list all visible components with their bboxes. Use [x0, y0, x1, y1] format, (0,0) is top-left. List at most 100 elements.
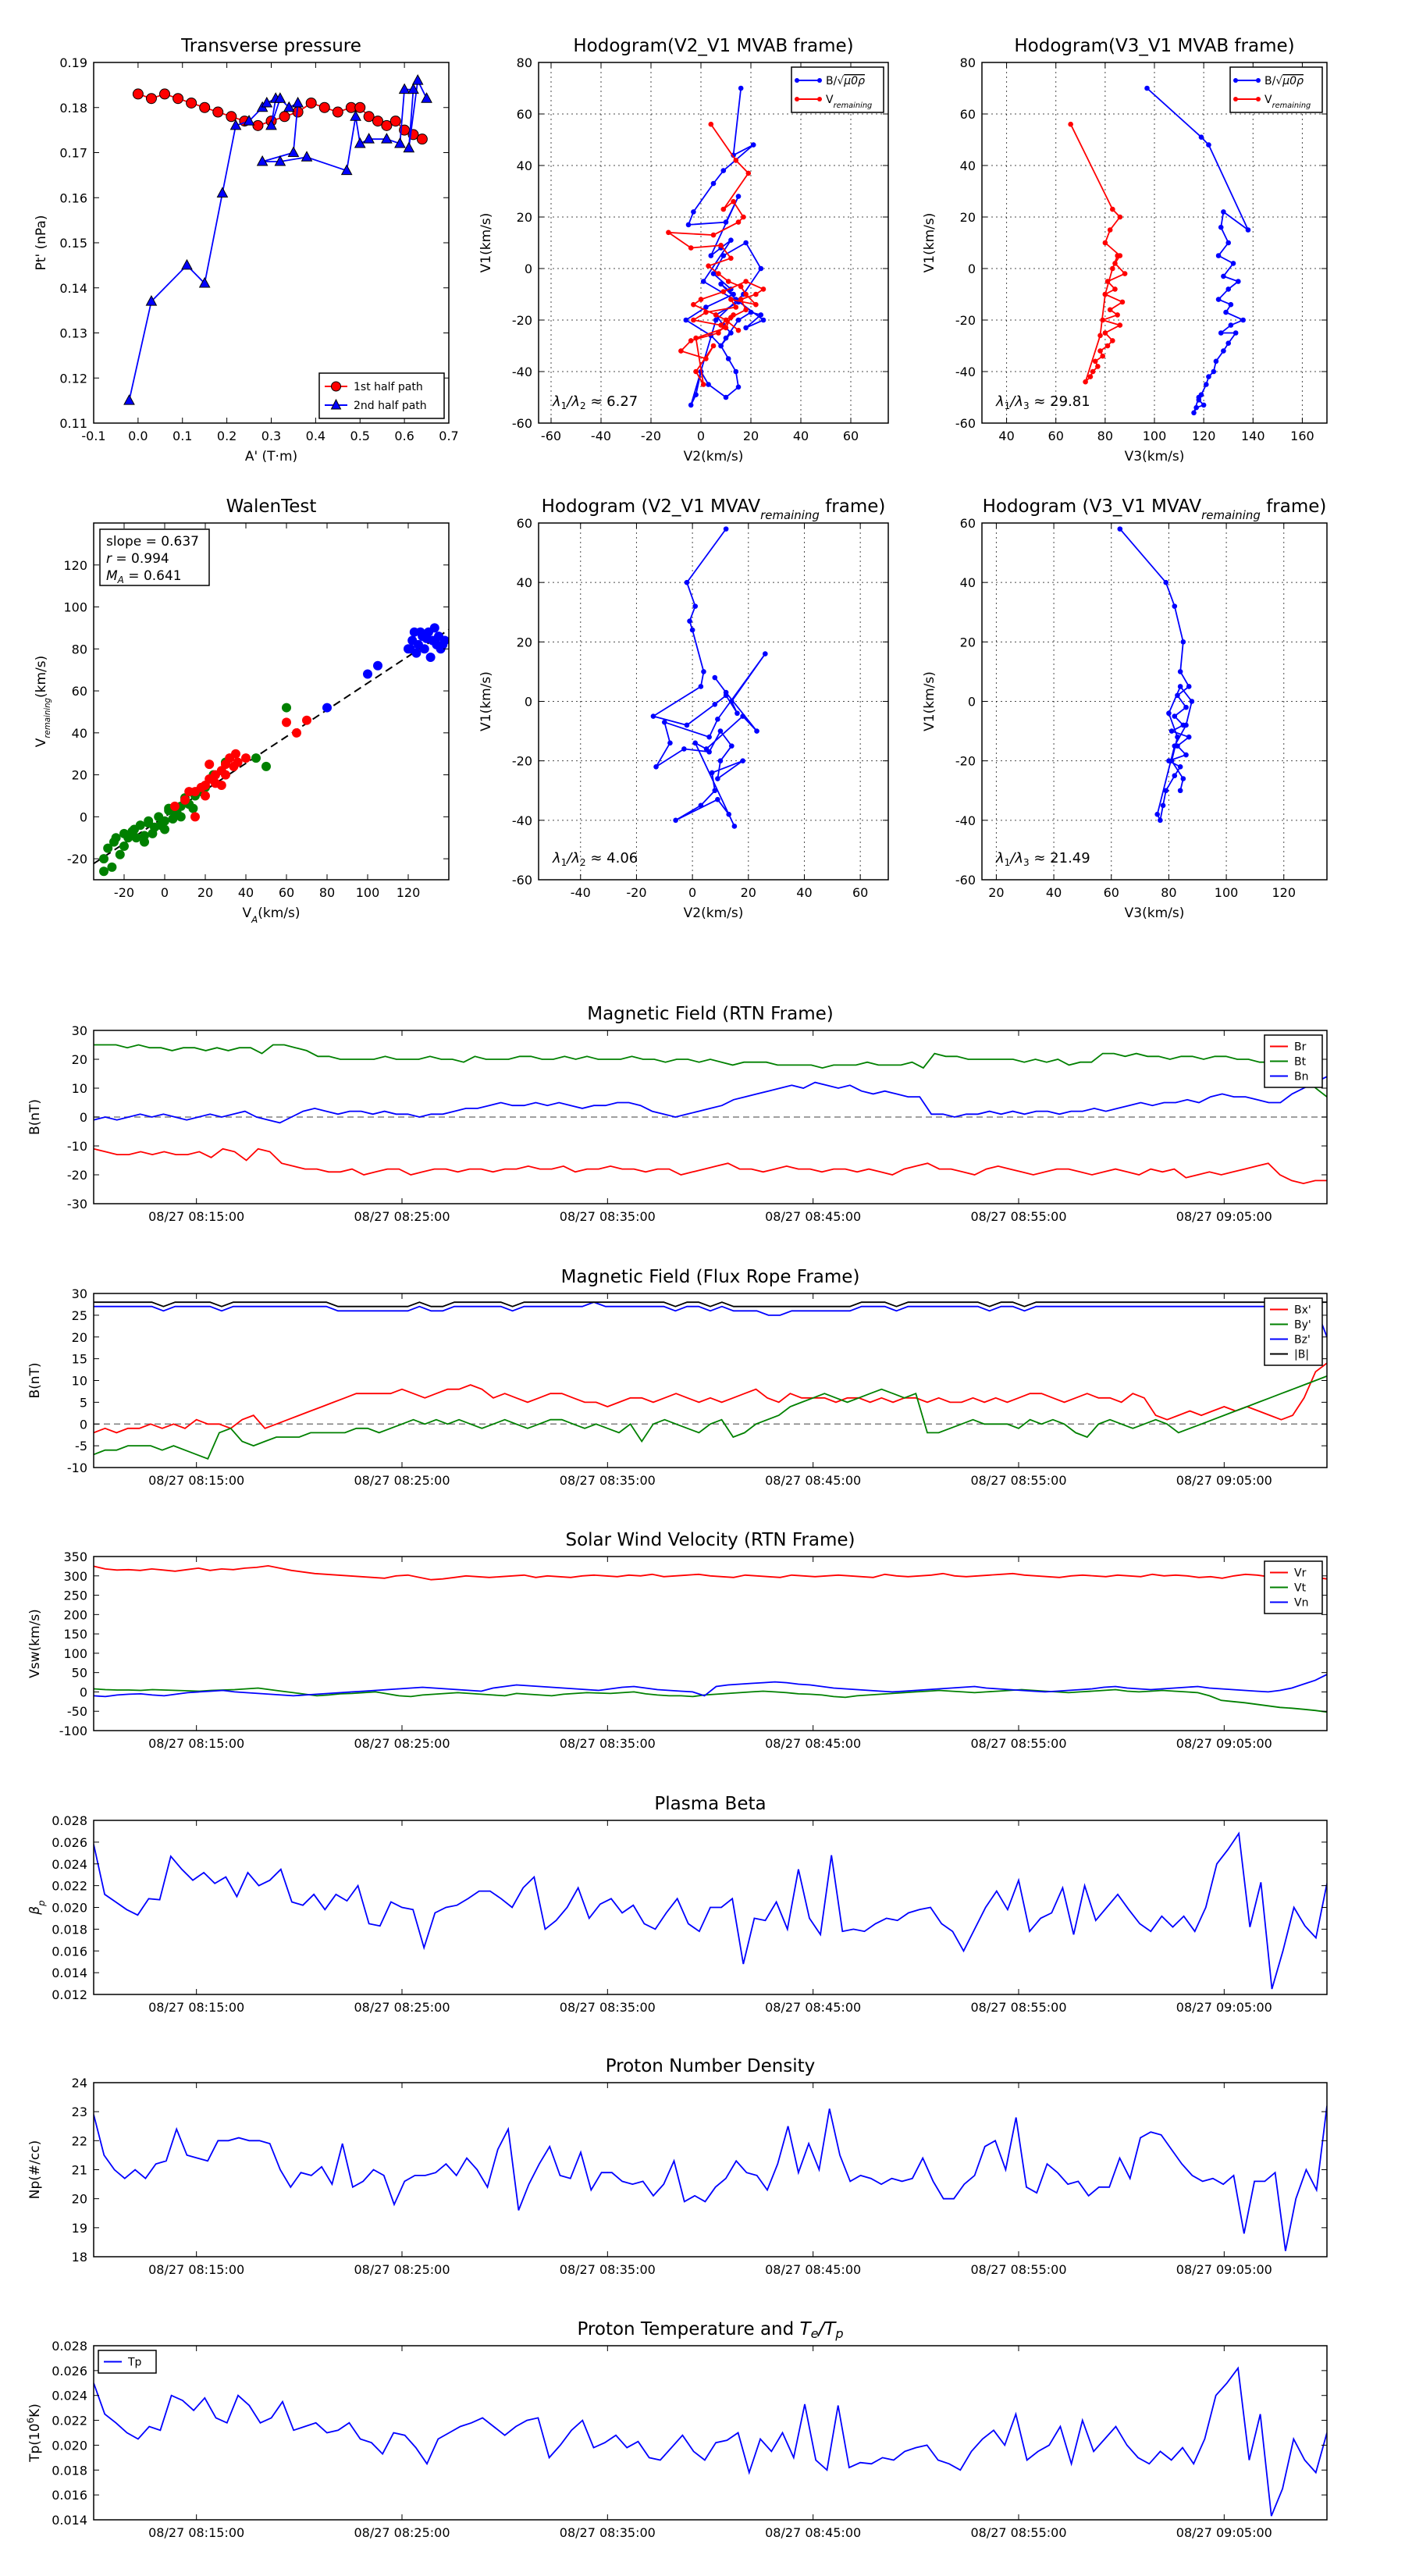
- series-blue-point: [425, 653, 436, 663]
- series-v-remaining-point: [1090, 368, 1096, 375]
- legend-label: 1st half path: [354, 381, 423, 393]
- series-v-remaining-point: [760, 286, 767, 292]
- series-v-remaining-point: [1092, 358, 1098, 365]
- x-tick-label: 60: [1104, 885, 1119, 900]
- y-tick-label: 0: [80, 809, 87, 824]
- y-tick-label: 50: [72, 1666, 87, 1681]
- y-tick-label: 30: [72, 1286, 87, 1301]
- y-tick-label: 300: [63, 1569, 87, 1584]
- series-green-point: [251, 753, 261, 763]
- y-tick-label: -20: [67, 1168, 87, 1183]
- series-b-0--point: [708, 253, 714, 258]
- legend-marker: [1256, 78, 1261, 83]
- series-2nd-half-path-point: [394, 137, 406, 148]
- series-blue-point: [1186, 684, 1192, 689]
- series-v-remaining-point: [753, 301, 759, 308]
- series-v-remaining-point: [1095, 364, 1101, 369]
- legend-marker: [795, 97, 799, 101]
- series-b-0--point: [718, 281, 724, 287]
- series-red-point: [184, 787, 194, 797]
- series-blue-point: [429, 623, 439, 633]
- x-tick-label: 0.5: [350, 429, 370, 443]
- series-np-line: [94, 2105, 1327, 2251]
- series-b-0--point: [1215, 297, 1222, 302]
- series-blue-point: [717, 728, 724, 734]
- series-blue-point: [740, 713, 745, 719]
- y-tick-label: 0.020: [52, 1901, 87, 1916]
- series-red-point: [180, 795, 190, 805]
- x-tick-label: 20: [988, 885, 1004, 900]
- x-tick-label: 0.0: [128, 429, 148, 443]
- series-1st-half-path-point: [186, 97, 197, 109]
- series-tp-line: [94, 2366, 1327, 2517]
- x-tick-label: 0: [161, 885, 169, 900]
- series-b-0--point: [728, 237, 734, 244]
- series-blue-point: [667, 740, 673, 746]
- series-v-remaining-point: [1100, 317, 1105, 323]
- series-blue-point: [709, 770, 715, 776]
- x-axis-label: VA(km/s): [242, 906, 300, 925]
- series-b-0--point: [1225, 286, 1232, 292]
- series-blue-point: [701, 669, 706, 674]
- series-red-point: [216, 781, 226, 791]
- series-b-0--point: [760, 317, 767, 323]
- series-b-0--point: [1206, 374, 1211, 379]
- y-tick-label: 0: [80, 1685, 87, 1699]
- series-blue-point: [754, 728, 759, 734]
- x-tick-label: 20: [741, 885, 756, 900]
- series-blue-point: [1175, 734, 1180, 740]
- series-blue-point: [723, 689, 729, 696]
- eigen-ratio-annotation: λ1/λ3 ≈ 21.49: [995, 850, 1090, 868]
- x-tick-label: 20: [197, 885, 213, 900]
- series-blue-point: [1117, 526, 1123, 532]
- axes-frame: [93, 2082, 1328, 2258]
- series-blue-point: [1177, 763, 1183, 770]
- chart-solar_wind_velocity: 08/27 08:15:00 08/27 08:25:00 08/27 08:35:…: [27, 1530, 1328, 1751]
- y-axis-label: Pt' (nPa): [34, 215, 49, 271]
- series-v-remaining-point: [1087, 374, 1094, 379]
- series-blue-point: [1180, 776, 1186, 781]
- series-2nd-half-path-point: [411, 74, 424, 85]
- x-tick-label: 100: [1143, 429, 1167, 443]
- y-tick-label: 100: [63, 1646, 87, 1661]
- x-tick-label: 08/27 08:45:00: [765, 1736, 861, 1751]
- x-tick-label: 40: [796, 885, 812, 900]
- series-vn-line: [94, 1674, 1327, 1698]
- series-v-remaining-point: [733, 158, 739, 163]
- series-2nd-half-path-point: [145, 295, 158, 306]
- series-blue-point: [1177, 669, 1183, 674]
- series-v-remaining-point: [666, 229, 671, 236]
- y-tick-label: 21: [72, 2163, 87, 2178]
- plot-area: [94, 2366, 1327, 2517]
- series-b-0--point: [728, 330, 734, 336]
- series-blue-point: [684, 722, 690, 728]
- y-tick-label: 0.024: [52, 1857, 87, 1872]
- series-green-point: [261, 761, 271, 771]
- series-2nd-half-path-point: [261, 96, 273, 108]
- series-2nd-half-path-point: [198, 276, 211, 288]
- chart-title: Hodogram(V3_V1 MVAB frame): [1014, 36, 1294, 56]
- series-v-remaining-line: [1069, 123, 1126, 382]
- y-tick-label: 19: [72, 2221, 87, 2236]
- plot-area: [123, 74, 432, 405]
- series-b-0--point: [1221, 209, 1226, 215]
- series-red-point: [282, 717, 291, 728]
- stats-line: r = 0.994: [106, 551, 169, 567]
- x-axis-label: V2(km/s): [684, 906, 744, 921]
- plot-area: [94, 1564, 1327, 1713]
- y-tick-label: 0.018: [52, 2463, 87, 2478]
- series-v-remaining-point: [1112, 286, 1118, 292]
- chart-title: WalenTest: [226, 496, 317, 517]
- x-tick-label: 80: [1097, 429, 1113, 443]
- x-axis-label: A' (T·m): [245, 449, 297, 464]
- series-green-point: [188, 803, 198, 813]
- series-bt-line: [94, 1044, 1327, 1098]
- y-axis-label: Vremaining(km/s): [34, 656, 52, 748]
- series-blue-point: [1168, 728, 1175, 734]
- series-blue-point: [1158, 817, 1163, 824]
- series-green-point: [111, 833, 121, 843]
- series-blue-point: [698, 802, 704, 809]
- y-tick-label: -10: [67, 1139, 87, 1154]
- series-green-point: [127, 827, 137, 837]
- x-tick-label: 0.3: [261, 429, 281, 443]
